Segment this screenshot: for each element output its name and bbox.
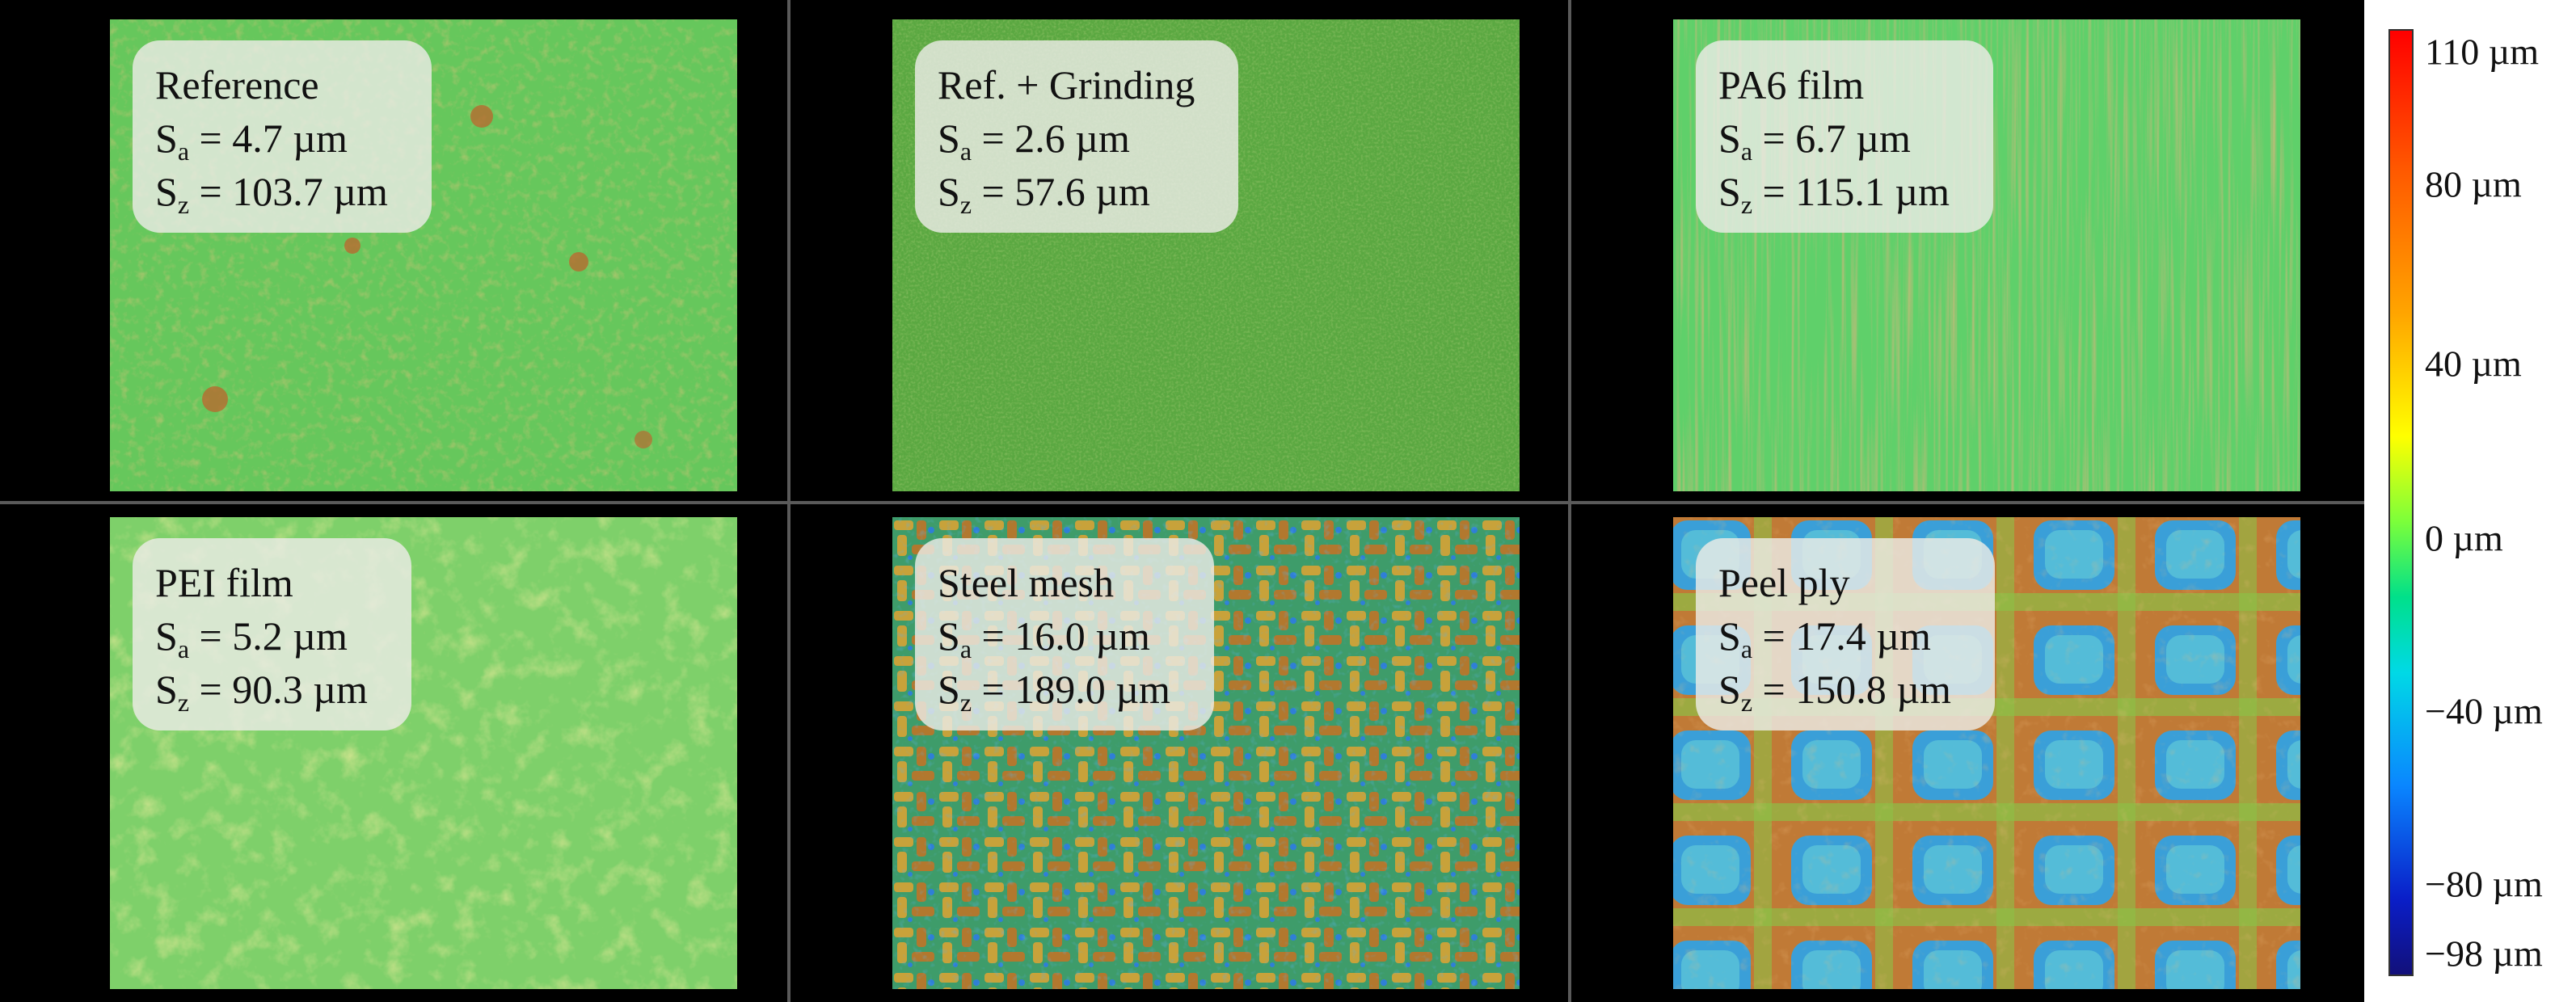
- sz-value: Sz = 103.7 µm: [155, 169, 388, 219]
- scale-tick-label: −40 µm: [2425, 690, 2543, 732]
- sz-value: Sz = 150.8 µm: [1718, 667, 1951, 717]
- panel-label: Peel ply Sa = 17.4 µm Sz = 150.8 µm: [1696, 538, 1995, 730]
- sa-value: Sa = 4.7 µm: [155, 116, 348, 166]
- color-scale-bar: [2388, 29, 2414, 976]
- scale-tick-label: −98 µm: [2425, 933, 2543, 975]
- panel-label: Ref. + Grinding Sa = 2.6 µm Sz = 57.6 µm: [915, 40, 1239, 233]
- panel-peel-ply: Peel ply Sa = 17.4 µm Sz = 150.8 µm: [1673, 517, 2300, 989]
- sa-value: Sa = 16.0 µm: [938, 613, 1150, 663]
- sample-name: PEI film: [155, 560, 293, 605]
- sample-name: Peel ply: [1718, 560, 1850, 605]
- scale-tick-label: 40 µm: [2425, 343, 2522, 385]
- panel-steel-mesh: Steel mesh Sa = 16.0 µm Sz = 189.0 µm: [892, 517, 1520, 989]
- panel-pei-film: PEI film Sa = 5.2 µm Sz = 90.3 µm: [110, 517, 737, 989]
- panel-label: PEI film Sa = 5.2 µm Sz = 90.3 µm: [133, 538, 411, 730]
- sz-value: Sz = 57.6 µm: [938, 169, 1150, 219]
- sa-value: Sa = 17.4 µm: [1718, 613, 1931, 663]
- sa-value: Sa = 6.7 µm: [1718, 116, 1911, 166]
- sample-name: Steel mesh: [938, 560, 1115, 605]
- sample-name: Ref. + Grinding: [938, 62, 1195, 107]
- panel-pa6-film: PA6 film Sa = 6.7 µm Sz = 115.1 µm: [1673, 19, 2300, 491]
- scale-tick-label: 80 µm: [2425, 163, 2522, 205]
- scale-tick-label: 0 µm: [2425, 517, 2503, 559]
- sa-value: Sa = 5.2 µm: [155, 613, 348, 663]
- panel-reference: Reference Sa = 4.7 µm Sz = 103.7 µm: [110, 19, 737, 491]
- sz-value: Sz = 90.3 µm: [155, 667, 368, 717]
- scale-tick-label: −80 µm: [2425, 863, 2543, 905]
- panel-ref-grinding: Ref. + Grinding Sa = 2.6 µm Sz = 57.6 µm: [892, 19, 1520, 491]
- sz-value: Sz = 115.1 µm: [1718, 169, 1950, 219]
- sa-value: Sa = 2.6 µm: [938, 116, 1130, 166]
- panel-label: Reference Sa = 4.7 µm Sz = 103.7 µm: [133, 40, 432, 233]
- sample-name: PA6 film: [1718, 62, 1865, 107]
- sample-name: Reference: [155, 62, 319, 107]
- sz-value: Sz = 189.0 µm: [938, 667, 1170, 717]
- scale-tick-label: 110 µm: [2425, 31, 2540, 73]
- panel-label: PA6 film Sa = 6.7 µm Sz = 115.1 µm: [1696, 40, 1994, 233]
- panel-label: Steel mesh Sa = 16.0 µm Sz = 189.0 µm: [915, 538, 1214, 730]
- height-map-grid: Reference Sa = 4.7 µm Sz = 103.7 µm Ref.…: [0, 0, 2364, 1002]
- grid-divider-horizontal: [0, 501, 2364, 504]
